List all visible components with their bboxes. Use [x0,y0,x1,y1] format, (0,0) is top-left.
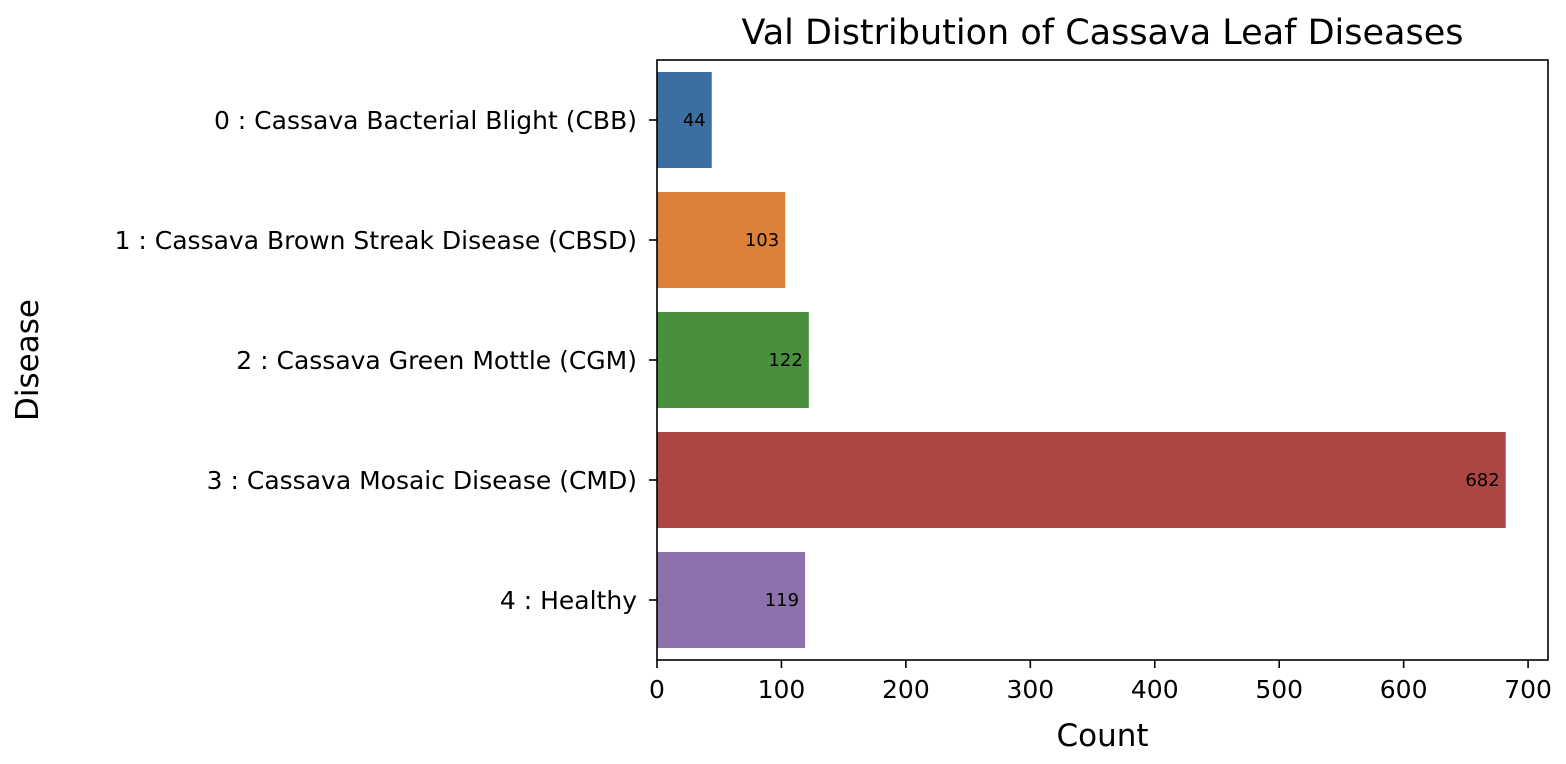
y-tick-label-3: 3 : Cassava Mosaic Disease (CMD) [207,466,637,495]
bar-0 [657,72,712,168]
x-tick-label-4: 400 [1131,675,1179,704]
x-tick-label-0: 0 [649,675,665,704]
axis-ticks: 0 : Cassava Bacterial Blight (CBB) 1 : Ca… [115,106,1552,704]
bar-value-label-3: 682 [1465,470,1499,491]
bar-2 [657,312,809,408]
x-tick-label-7: 700 [1504,675,1552,704]
x-tick-label-3: 300 [1006,675,1054,704]
x-tick-label-1: 100 [758,675,806,704]
bar-1 [657,192,786,288]
bar-3 [657,432,1506,528]
y-tick-label-1: 1 : Cassava Brown Streak Disease (CBSD) [115,226,637,255]
bar-value-label-4: 119 [765,590,799,611]
bar-value-labels: 44 103 122 682 119 [683,110,1500,611]
y-tick-label-2: 2 : Cassava Green Mottle (CGM) [236,346,637,375]
plot-area-frame [656,59,1549,661]
bar-value-label-1: 103 [745,230,779,251]
bar-4 [657,552,806,648]
chart-title: Val Distribution of Cassava Leaf Disease… [742,13,1464,53]
bar-value-label-0: 44 [683,110,706,131]
x-axis-label: Count [1056,718,1148,754]
y-tick-label-4: 4 : Healthy [500,586,637,615]
bar-value-label-2: 122 [768,350,802,371]
x-tick-label-2: 200 [882,675,930,704]
x-tick-label-5: 500 [1255,675,1303,704]
x-tick-label-6: 600 [1380,675,1428,704]
y-tick-label-0: 0 : Cassava Bacterial Blight (CBB) [214,106,637,135]
y-axis-label: Disease [10,299,46,421]
bars-layer [657,72,1506,648]
